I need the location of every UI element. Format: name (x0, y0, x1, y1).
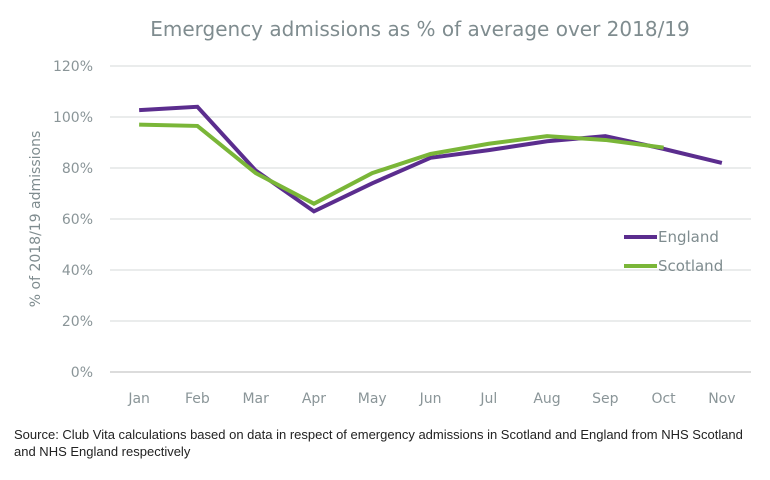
legend: England Scotland (624, 228, 723, 275)
y-axis-label: % of 2018/19 admissions (28, 131, 44, 308)
y-tick-label: 100% (53, 110, 93, 126)
chart-title: Emergency admissions as % of average ove… (150, 17, 690, 41)
x-axis-ticks: Jan Feb Mar Apr May Jun Jul Aug Sep Oct Nov (127, 391, 735, 407)
x-tick-label: Mar (242, 391, 269, 407)
y-tick-label: 20% (62, 314, 93, 330)
x-tick-label: Nov (708, 391, 735, 407)
y-tick-label: 80% (62, 161, 93, 177)
x-tick-label: Aug (533, 391, 560, 407)
x-tick-label: Oct (651, 391, 676, 407)
y-tick-label: 0% (71, 365, 93, 381)
legend-label-england: England (658, 228, 719, 246)
x-tick-label: Jun (419, 391, 442, 407)
x-tick-label: Jan (127, 391, 150, 407)
series-line-scotland (139, 122, 664, 206)
x-tick-label: Apr (302, 391, 326, 407)
x-tick-label: May (358, 391, 387, 407)
series-lines (139, 104, 723, 214)
x-tick-label: Feb (185, 391, 210, 407)
y-axis-ticks: 0% 20% 40% 60% 80% 100% 120% (53, 59, 93, 381)
source-note: Source: Club Vita calculations based on … (14, 427, 743, 459)
x-tick-label: Jul (479, 391, 497, 407)
y-tick-label: 60% (62, 212, 93, 228)
y-tick-label: 120% (53, 59, 93, 75)
legend-label-scotland: Scotland (658, 257, 723, 275)
x-tick-label: Sep (592, 391, 619, 407)
series-line-england (139, 104, 723, 214)
y-tick-label: 40% (62, 263, 93, 279)
gridlines (110, 65, 751, 373)
